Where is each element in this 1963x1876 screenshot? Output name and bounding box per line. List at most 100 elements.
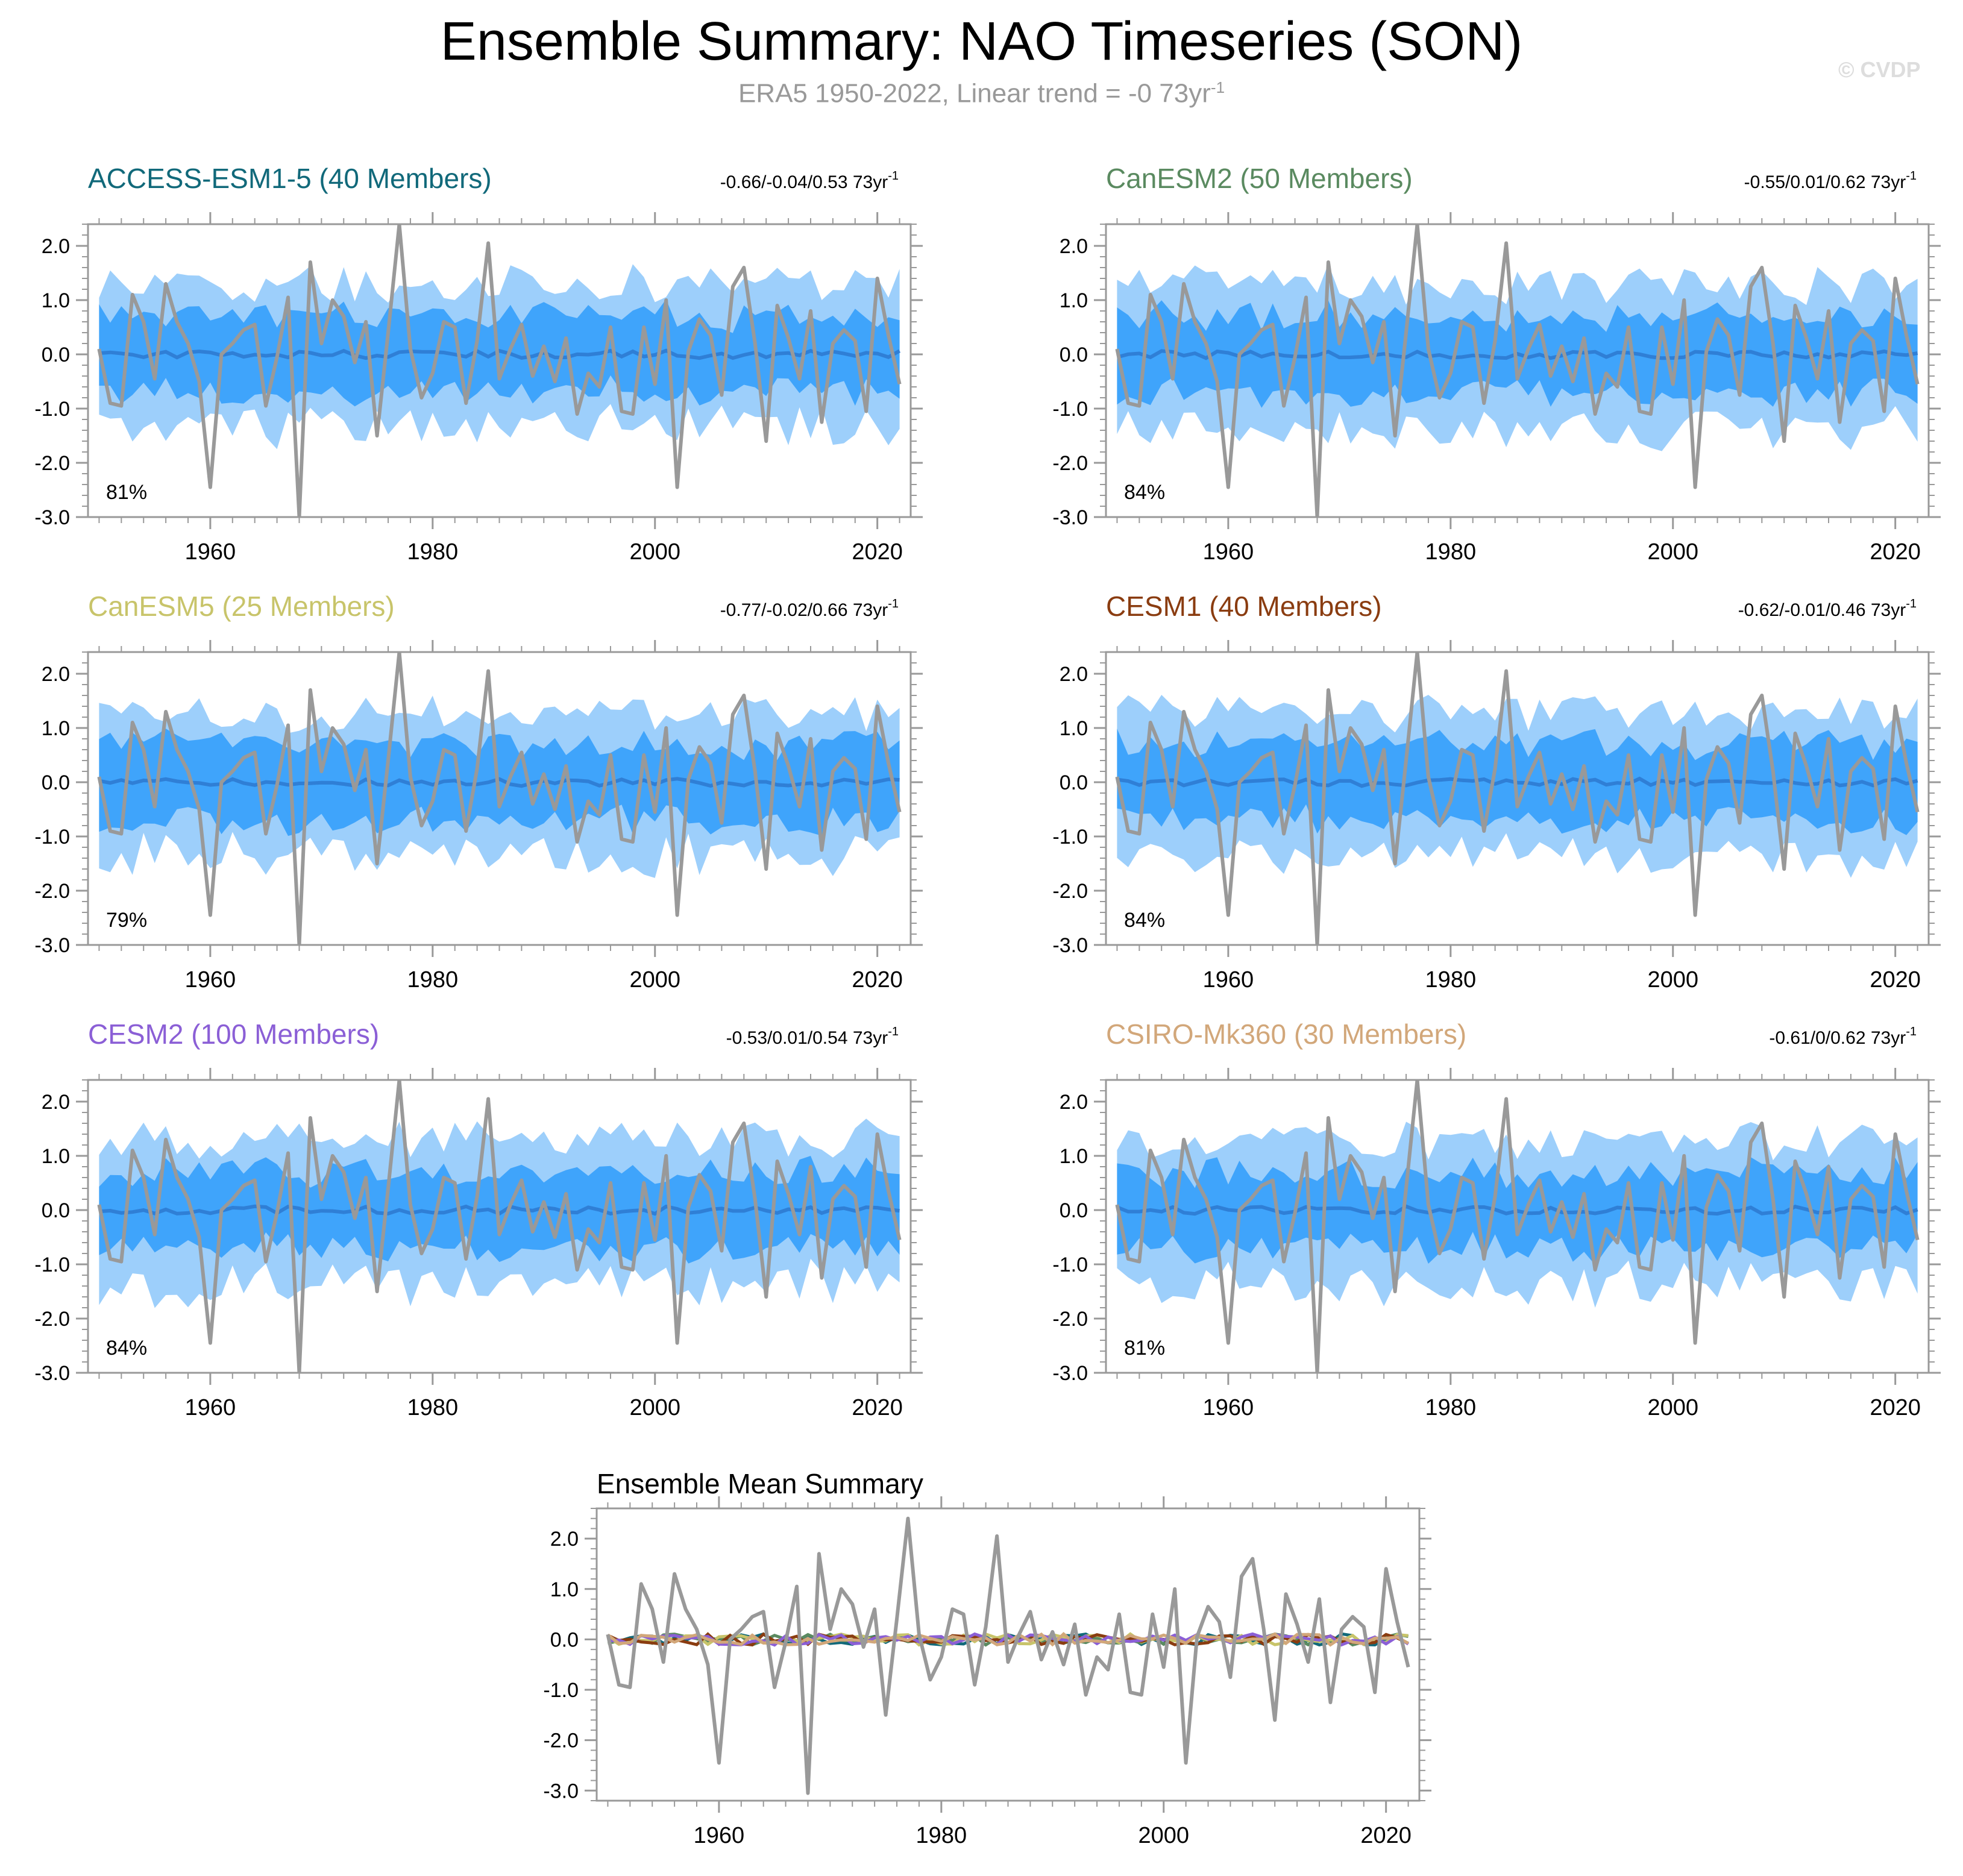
- summary-observed-era5-line: [606, 1516, 1410, 1795]
- figure-title: Ensemble Summary: NAO Timeseries (SON): [440, 11, 1523, 72]
- panel-y-tick-label: -3.0: [34, 934, 70, 957]
- panel-trend-range: -0.55/0.01/0.62 73yr-1: [1744, 169, 1917, 192]
- panel-percent-label: 84%: [1124, 909, 1165, 932]
- panel-x-tick-label: 1980: [1425, 967, 1477, 993]
- figure-subtitle: ERA5 1950-2022, Linear trend = -0 73yr-1: [0, 78, 1963, 109]
- panel-trend-range-sup: -1: [888, 1025, 899, 1038]
- panel-trend-range-text: -0.55/0.01/0.62 73yr: [1744, 172, 1906, 192]
- panel-trend-range-text: -0.61/0/0.62 73yr: [1769, 1028, 1906, 1048]
- panel-data-layer: [1115, 652, 1920, 945]
- panel-x-tick-label: 2000: [1647, 539, 1698, 565]
- panel-title: CanESM5 (25 Members): [88, 591, 395, 622]
- panel-y-tick-label: -1.0: [1052, 1253, 1088, 1276]
- panel-y-tick-label: -2.0: [1052, 1308, 1088, 1331]
- panel-x-tick-label: 1960: [185, 539, 236, 565]
- panel-x-tick-label: 2020: [1870, 539, 1921, 565]
- panel-x-tick-label: 2000: [629, 539, 680, 565]
- panel-trend-range-text: -0.77/-0.02/0.66 73yr: [720, 600, 888, 620]
- panel-x-tick-label: 2020: [1870, 967, 1921, 993]
- panel-y-tick-label: 2.0: [42, 235, 70, 258]
- panel-y-tick-label: 2.0: [1060, 663, 1088, 686]
- summary-x-tick-label: 2000: [1138, 1823, 1189, 1848]
- summary-y-tick-label: -2.0: [543, 1730, 579, 1752]
- panel-percent-label: 84%: [1124, 481, 1165, 504]
- panel-y-tick-label: -3.0: [1052, 506, 1088, 529]
- summary-panel: Ensemble Mean Summary 2.0 1.0 0.0 -1.0 -2.0 -3…: [543, 1468, 1431, 1848]
- panel-title: CESM1 (40 Members): [1106, 591, 1382, 622]
- summary-y-tick-label: 0.0: [550, 1628, 579, 1651]
- panel-percent-label: 84%: [106, 1337, 147, 1360]
- panel-trend-range: -0.62/-0.01/0.46 73yr-1: [1738, 597, 1917, 620]
- panel-trend-range-sup: -1: [1906, 169, 1917, 183]
- panel-y-tick-label: 1.0: [1060, 1145, 1088, 1168]
- panel-x-tick-label: 2020: [852, 539, 903, 565]
- panel-y-tick-label: -2.0: [34, 452, 70, 475]
- panel-x-tick-label: 2020: [852, 1395, 903, 1420]
- panel-trend-range: -0.53/0.01/0.54 73yr-1: [726, 1025, 899, 1048]
- panel-percent-label: 81%: [1124, 1337, 1165, 1360]
- panel-title: CanESM2 (50 Members): [1106, 163, 1413, 194]
- subtitle-text: ERA5 1950-2022, Linear trend = -0 73yr: [738, 78, 1211, 108]
- panel-y-tick-label: -2.0: [34, 1308, 70, 1331]
- panel-title: CESM2 (100 Members): [88, 1018, 379, 1050]
- panel-x-tick-label: 1980: [1425, 539, 1477, 565]
- summary-y-tick-label: 2.0: [550, 1528, 579, 1551]
- panel-y-tick-label: -1.0: [34, 1253, 70, 1276]
- panel-5: 2.0 1.0 0.0 -1.0 -2.0 -3.0 1960 1980 2000 2020 CES…: [34, 1018, 923, 1420]
- panel-y-tick-label: 1.0: [42, 289, 70, 312]
- panel-y-tick-label: 1.0: [1060, 289, 1088, 312]
- panel-title: ACCESS-ESM1-5 (40 Members): [88, 163, 492, 194]
- panel-trend-range: -0.77/-0.02/0.66 73yr-1: [720, 597, 899, 620]
- panel-6: 2.0 1.0 0.0 -1.0 -2.0 -3.0 1960 1980 2000 2020 CSI…: [1052, 1018, 1941, 1420]
- observed-era5-line: [97, 652, 902, 945]
- panel-x-tick-label: 2020: [852, 967, 903, 993]
- panel-y-tick-label: -1.0: [1052, 826, 1088, 849]
- panel-y-tick-label: 0.0: [1060, 771, 1088, 794]
- panel-3: 2.0 1.0 0.0 -1.0 -2.0 -3.0 1960 1980 2000 2020 Can…: [34, 591, 923, 993]
- panel-trend-range-text: -0.62/-0.01/0.46 73yr: [1738, 600, 1906, 620]
- panel-x-tick-label: 1960: [1203, 967, 1254, 993]
- subtitle-superscript: -1: [1210, 78, 1225, 96]
- panel-x-tick-label: 1960: [1203, 1395, 1254, 1420]
- panel-x-tick-label: 2000: [1647, 1395, 1698, 1420]
- panel-y-tick-label: -3.0: [34, 1362, 70, 1385]
- panel-y-tick-label: 1.0: [1060, 717, 1088, 740]
- panel-x-tick-label: 1960: [1203, 539, 1254, 565]
- observed-era5-line: [97, 1080, 902, 1373]
- panel-y-tick-label: 0.0: [42, 771, 70, 794]
- panel-x-tick-label: 2020: [1870, 1395, 1921, 1420]
- panel-trend-range-sup: -1: [1906, 597, 1917, 610]
- summary-y-tick-label: 1.0: [550, 1578, 579, 1601]
- panel-x-tick-label: 1980: [407, 539, 459, 565]
- panel-trend-range: -0.66/-0.04/0.53 73yr-1: [720, 169, 899, 192]
- panel-y-tick-label: 2.0: [1060, 235, 1088, 258]
- panel-x-tick-label: 1960: [185, 1395, 236, 1420]
- panel-percent-label: 79%: [106, 909, 147, 932]
- panel-trend-range-text: -0.66/-0.04/0.53 73yr: [720, 172, 888, 192]
- panel-y-tick-label: 2.0: [42, 663, 70, 686]
- panel-y-tick-label: 0.0: [1060, 344, 1088, 366]
- panel-x-tick-label: 1980: [1425, 1395, 1477, 1420]
- summary-x-tick-label: 2020: [1360, 1823, 1412, 1848]
- panel-1: 2.0 1.0 0.0 -1.0 -2.0 -3.0 1960 1980 2000 2020 ACC…: [34, 163, 923, 565]
- panel-data-layer: [97, 224, 902, 517]
- panel-y-tick-label: -1.0: [34, 398, 70, 421]
- panel-data-layer: [97, 652, 902, 945]
- summary-data-layer: [606, 1516, 1410, 1795]
- panel-x-tick-label: 2000: [1647, 967, 1698, 993]
- panel-y-tick-label: -2.0: [1052, 880, 1088, 903]
- panel-y-tick-label: 2.0: [1060, 1091, 1088, 1114]
- panel-x-tick-label: 1980: [407, 1395, 459, 1420]
- panel-4: 2.0 1.0 0.0 -1.0 -2.0 -3.0 1960 1980 2000 2020 CES…: [1052, 591, 1941, 993]
- observed-era5-line: [1115, 652, 1920, 945]
- panel-y-tick-label: 1.0: [42, 717, 70, 740]
- panel-y-tick-label: 1.0: [42, 1145, 70, 1168]
- summary-y-tick-label: -3.0: [543, 1780, 579, 1802]
- panel-title: CSIRO-Mk360 (30 Members): [1106, 1018, 1466, 1050]
- panel-percent-label: 81%: [106, 481, 147, 504]
- panel-x-tick-label: 2000: [629, 967, 680, 993]
- summary-title: Ensemble Mean Summary: [597, 1468, 923, 1499]
- panel-trend-range: -0.61/0/0.62 73yr-1: [1769, 1025, 1917, 1048]
- panel-y-tick-label: -3.0: [1052, 1362, 1088, 1385]
